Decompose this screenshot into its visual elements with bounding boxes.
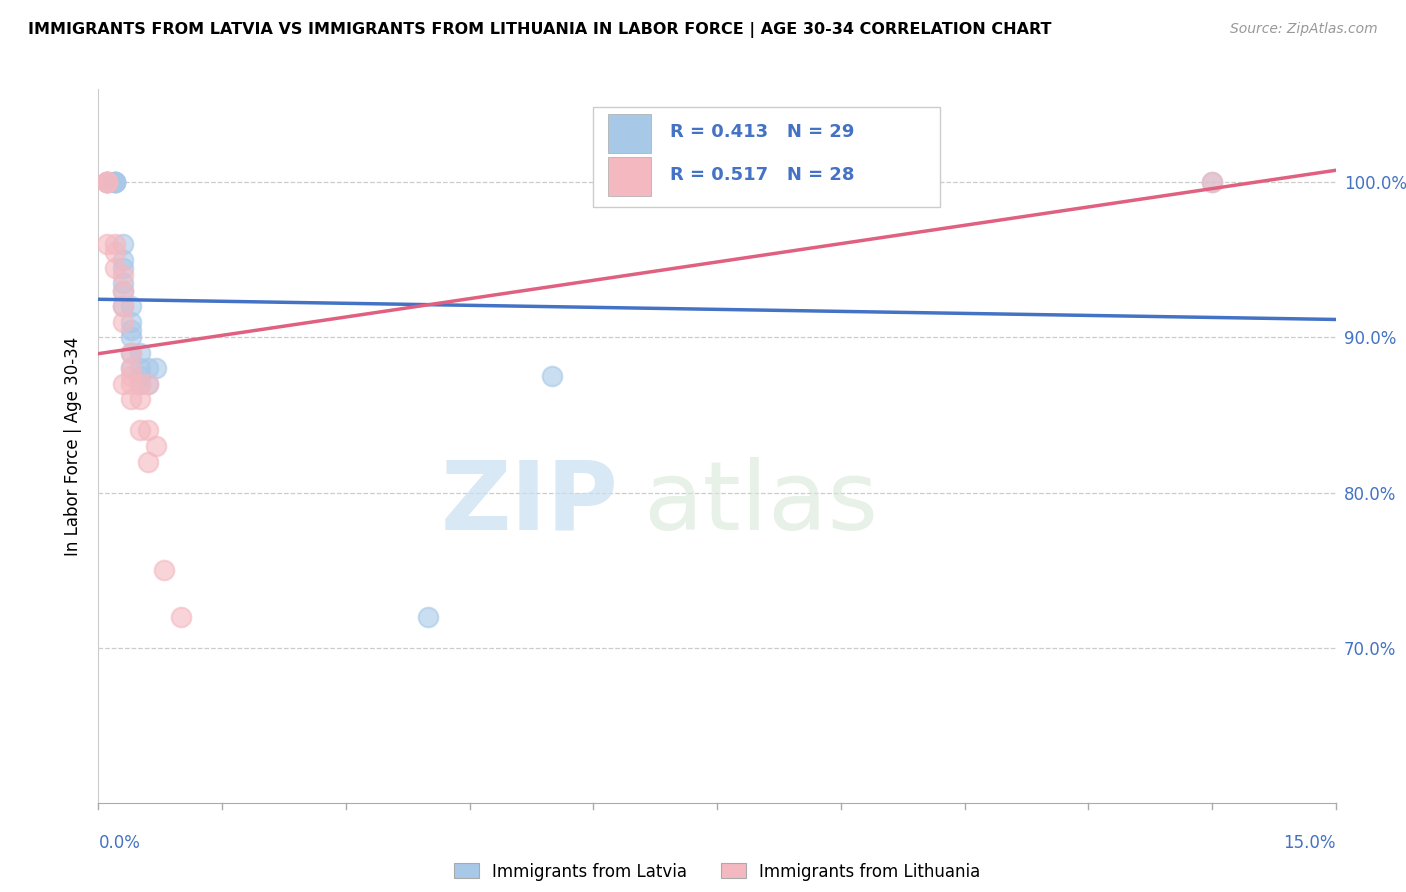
Point bbox=[104, 245, 127, 260]
Point bbox=[104, 175, 127, 189]
Point bbox=[541, 369, 564, 384]
Text: 15.0%: 15.0% bbox=[1284, 834, 1336, 852]
Point bbox=[1201, 175, 1223, 189]
Text: 0.0%: 0.0% bbox=[98, 834, 141, 852]
Point bbox=[104, 237, 127, 252]
Point bbox=[112, 376, 135, 391]
Point bbox=[145, 361, 167, 376]
Point bbox=[104, 175, 127, 189]
Point bbox=[120, 361, 142, 376]
Point bbox=[112, 237, 135, 252]
FancyBboxPatch shape bbox=[609, 114, 651, 153]
FancyBboxPatch shape bbox=[593, 107, 939, 207]
Point bbox=[96, 175, 118, 189]
Point bbox=[104, 175, 127, 189]
Point bbox=[120, 323, 142, 337]
Text: ZIP: ZIP bbox=[440, 457, 619, 549]
Point bbox=[112, 276, 135, 290]
Text: R = 0.413   N = 29: R = 0.413 N = 29 bbox=[671, 123, 855, 141]
Point bbox=[112, 260, 135, 275]
Point bbox=[120, 346, 142, 360]
Point bbox=[136, 424, 159, 438]
Point bbox=[1201, 175, 1223, 189]
Point bbox=[120, 346, 142, 360]
Point bbox=[128, 346, 150, 360]
Point bbox=[96, 175, 118, 189]
Point bbox=[170, 609, 193, 624]
Point bbox=[120, 392, 142, 407]
Point bbox=[120, 315, 142, 329]
Point bbox=[120, 330, 142, 344]
Text: Source: ZipAtlas.com: Source: ZipAtlas.com bbox=[1230, 22, 1378, 37]
Point bbox=[120, 369, 142, 384]
Point bbox=[136, 376, 159, 391]
Point bbox=[128, 376, 150, 391]
Point bbox=[96, 175, 118, 189]
Point bbox=[418, 609, 440, 624]
Point bbox=[128, 392, 150, 407]
Text: IMMIGRANTS FROM LATVIA VS IMMIGRANTS FROM LITHUANIA IN LABOR FORCE | AGE 30-34 C: IMMIGRANTS FROM LATVIA VS IMMIGRANTS FRO… bbox=[28, 22, 1052, 38]
Text: atlas: atlas bbox=[643, 457, 877, 549]
Point bbox=[136, 361, 159, 376]
Point bbox=[112, 315, 135, 329]
FancyBboxPatch shape bbox=[609, 157, 651, 196]
Point bbox=[112, 268, 135, 283]
Point bbox=[128, 424, 150, 438]
Point bbox=[112, 299, 135, 313]
Text: R = 0.517   N = 28: R = 0.517 N = 28 bbox=[671, 166, 855, 184]
Y-axis label: In Labor Force | Age 30-34: In Labor Force | Age 30-34 bbox=[65, 336, 83, 556]
Point bbox=[112, 299, 135, 313]
Point bbox=[830, 175, 852, 189]
Point bbox=[104, 175, 127, 189]
Point bbox=[128, 369, 150, 384]
Point bbox=[96, 175, 118, 189]
Point bbox=[153, 563, 176, 577]
Point bbox=[96, 175, 118, 189]
Point bbox=[96, 175, 118, 189]
Point bbox=[104, 260, 127, 275]
Point bbox=[112, 284, 135, 298]
Point bbox=[112, 252, 135, 267]
Point bbox=[120, 361, 142, 376]
Point bbox=[128, 376, 150, 391]
Point bbox=[96, 237, 118, 252]
Point bbox=[145, 439, 167, 453]
Point bbox=[112, 284, 135, 298]
Point bbox=[120, 299, 142, 313]
Point bbox=[128, 361, 150, 376]
Point bbox=[120, 376, 142, 391]
Point bbox=[136, 454, 159, 468]
Legend: Immigrants from Latvia, Immigrants from Lithuania: Immigrants from Latvia, Immigrants from … bbox=[447, 856, 987, 888]
Point bbox=[136, 376, 159, 391]
